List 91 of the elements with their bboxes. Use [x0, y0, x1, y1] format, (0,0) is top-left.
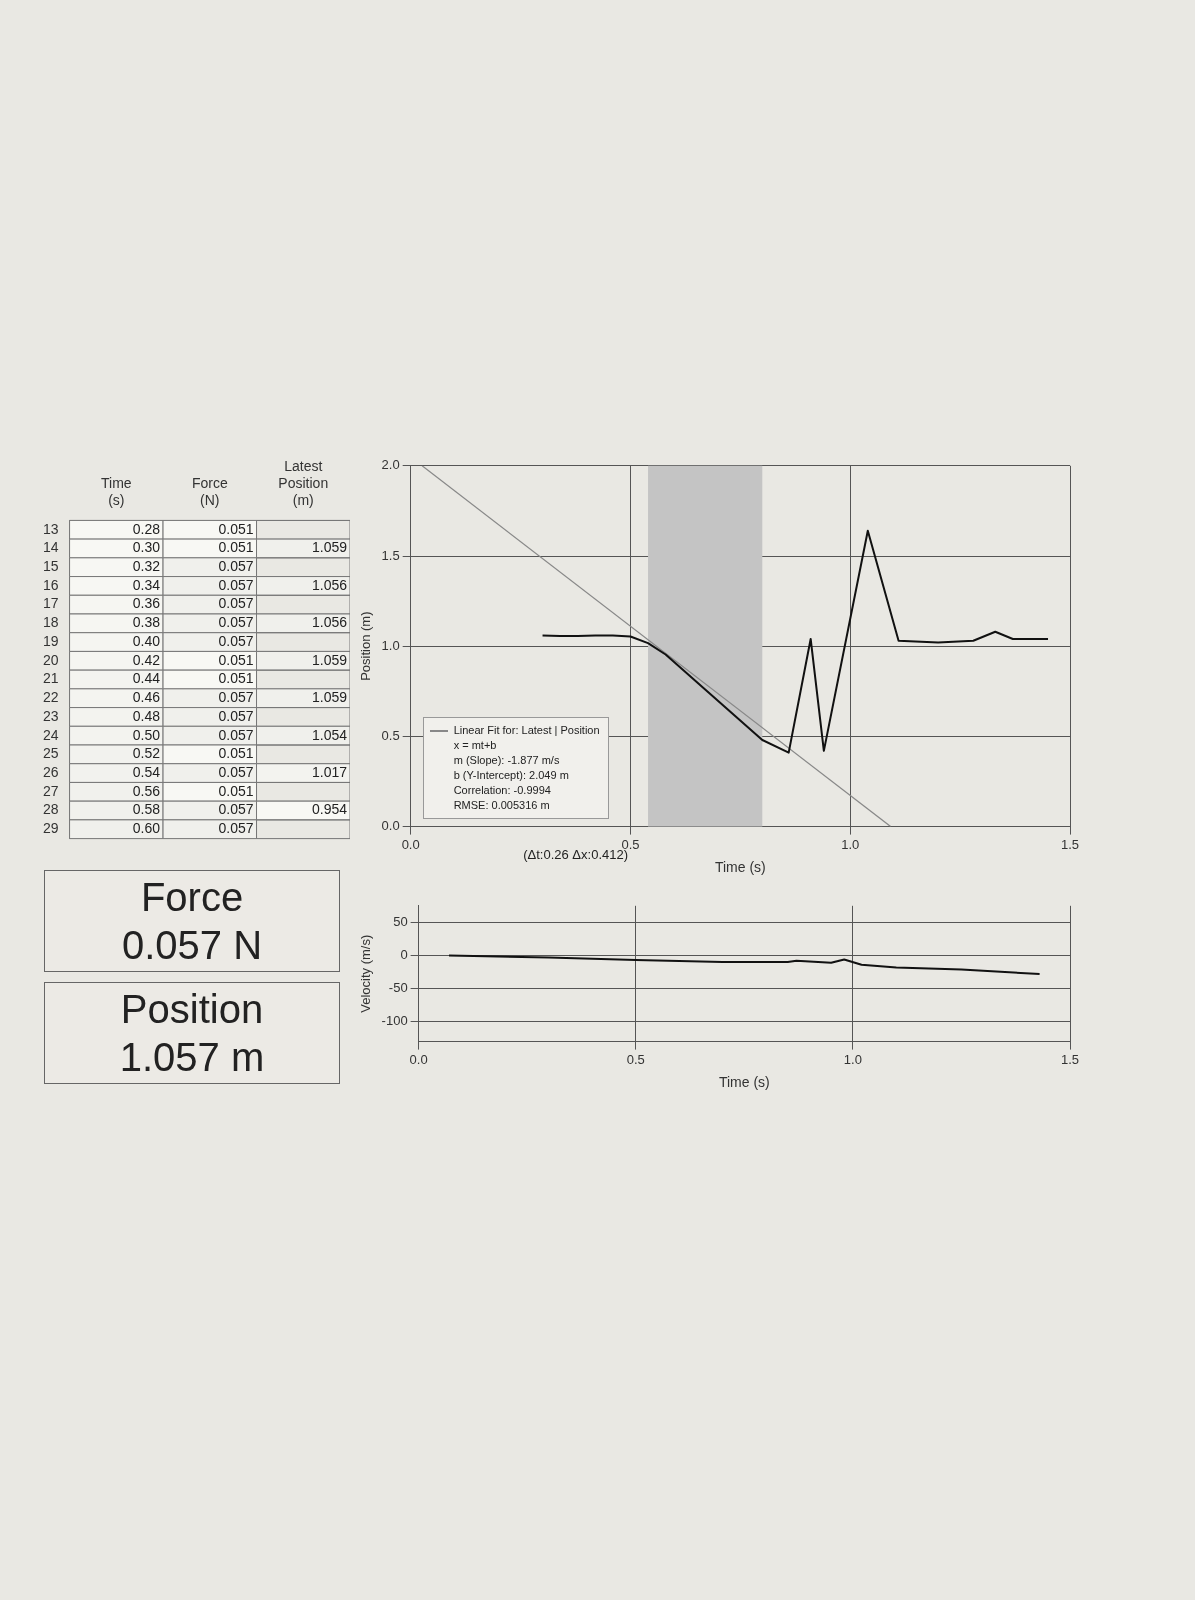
- data-label: 0.057: [218, 763, 254, 780]
- y-tick-label: 0.0: [381, 818, 400, 834]
- annotation: Correlation: -0.9994: [452, 782, 552, 798]
- x-axis-title: Time (s): [714, 859, 766, 876]
- text: Force: [139, 874, 245, 921]
- y-tick-label: 50: [393, 913, 408, 929]
- x-tick-label: 1.5: [1060, 836, 1080, 852]
- data-label: 0.057: [218, 707, 254, 724]
- data-label: 0.28: [132, 520, 161, 537]
- data-label: 1.059: [311, 689, 348, 706]
- data-label: 0.057: [218, 576, 254, 593]
- data-label: 0.051: [218, 539, 254, 556]
- data-label: 0.057: [218, 801, 254, 818]
- annotation: m (Slope): -1.877 m/s: [452, 752, 561, 768]
- data-label: 0.44: [132, 670, 161, 687]
- data-label: 0.56: [132, 782, 161, 799]
- data-label: 0.057: [218, 820, 254, 837]
- data-label: 0.051: [218, 670, 254, 687]
- data-label: 0.057: [218, 614, 254, 631]
- y-tick-label: 20: [42, 651, 59, 668]
- data-label: 0.051: [218, 782, 254, 799]
- data-label: 0.057: [218, 558, 254, 575]
- y-tick-label: 15: [42, 558, 59, 575]
- data-label: 0.057: [218, 632, 254, 649]
- y-tick-label: 0: [400, 947, 408, 963]
- y-tick-label: 1.5: [381, 547, 400, 563]
- data-label: 0.057: [218, 726, 254, 743]
- data-label: 0.057: [218, 689, 254, 706]
- data-label: 0.48: [132, 707, 161, 724]
- annotation: RMSE: 0.005316 m: [452, 797, 551, 813]
- y-axis-title: Velocity (m/s): [358, 934, 374, 1013]
- y-tick-label: 2.0: [381, 457, 400, 473]
- y-tick-label: -50: [388, 980, 408, 996]
- y-tick-label: 16: [42, 576, 59, 593]
- data-label: 0.051: [218, 745, 254, 762]
- annotation: x = mt+b: [452, 737, 498, 753]
- data-label: 0.057: [218, 595, 254, 612]
- annotation: b (Y-Intercept): 2.049 m: [452, 767, 570, 783]
- y-tick-label: 18: [42, 614, 59, 631]
- x-tick-label: Latest Position (m): [278, 458, 329, 508]
- data-label: 0.52: [132, 745, 161, 762]
- y-tick-label: 0.5: [381, 727, 400, 743]
- x-tick-label: 1.0: [841, 836, 860, 852]
- data-label: 0.42: [132, 651, 161, 668]
- y-tick-label: 25: [42, 745, 59, 762]
- x-tick-label: 0.0: [409, 1051, 428, 1067]
- data-label: 1.056: [311, 576, 348, 593]
- x-axis-title: Time (s): [718, 1074, 770, 1091]
- data-label: 0.30: [132, 539, 161, 556]
- y-tick-label: -100: [381, 1013, 408, 1029]
- data-label: 0.60: [132, 820, 161, 837]
- data-label: 1.054: [311, 726, 348, 743]
- data-label: 0.50: [132, 726, 161, 743]
- data-label: 0.34: [132, 576, 161, 593]
- data-label: 0.36: [132, 595, 161, 612]
- data-label: 0.58: [132, 801, 161, 818]
- data-label: 0.38: [132, 614, 161, 631]
- x-tick-label: 1.5: [1060, 1051, 1080, 1067]
- y-tick-label: 24: [42, 726, 59, 743]
- text: 0.057 N: [120, 922, 264, 969]
- y-axis-title: Position (m): [358, 611, 374, 681]
- y-tick-label: 19: [42, 632, 59, 649]
- data-label: 0.46: [132, 689, 161, 706]
- text: 1.057 m: [118, 1034, 266, 1081]
- y-tick-label: 27: [42, 782, 59, 799]
- data-label: 1.059: [311, 651, 348, 668]
- data-label: 0.40: [132, 632, 161, 649]
- data-label: 1.056: [311, 614, 348, 631]
- data-label: 0.954: [311, 801, 348, 818]
- y-tick-label: 17: [42, 595, 59, 612]
- y-tick-label: 21: [42, 670, 59, 687]
- y-tick-label: 26: [42, 763, 59, 780]
- x-tick-label: Force (N): [191, 475, 228, 508]
- y-tick-label: 23: [42, 707, 59, 724]
- data-label: 0.051: [218, 651, 254, 668]
- data-label: 1.017: [311, 763, 348, 780]
- data-label: 0.32: [132, 558, 161, 575]
- y-tick-label: 29: [42, 820, 59, 837]
- y-tick-label: 14: [42, 539, 59, 556]
- data-label: 1.059: [311, 539, 348, 556]
- data-label: 0.051: [218, 520, 254, 537]
- legend-label: Linear Fit for: Latest | Position: [452, 722, 600, 738]
- x-tick-label: 1.0: [843, 1051, 862, 1067]
- y-tick-label: 22: [42, 689, 59, 706]
- x-tick-label: 0.5: [626, 1051, 645, 1067]
- y-tick-label: 13: [42, 520, 59, 537]
- data-label: 0.54: [132, 763, 161, 780]
- y-tick-label: 1.0: [381, 637, 400, 653]
- x-tick-label: Time (s): [101, 475, 132, 508]
- text: Position: [119, 986, 265, 1033]
- y-tick-label: 28: [42, 801, 59, 818]
